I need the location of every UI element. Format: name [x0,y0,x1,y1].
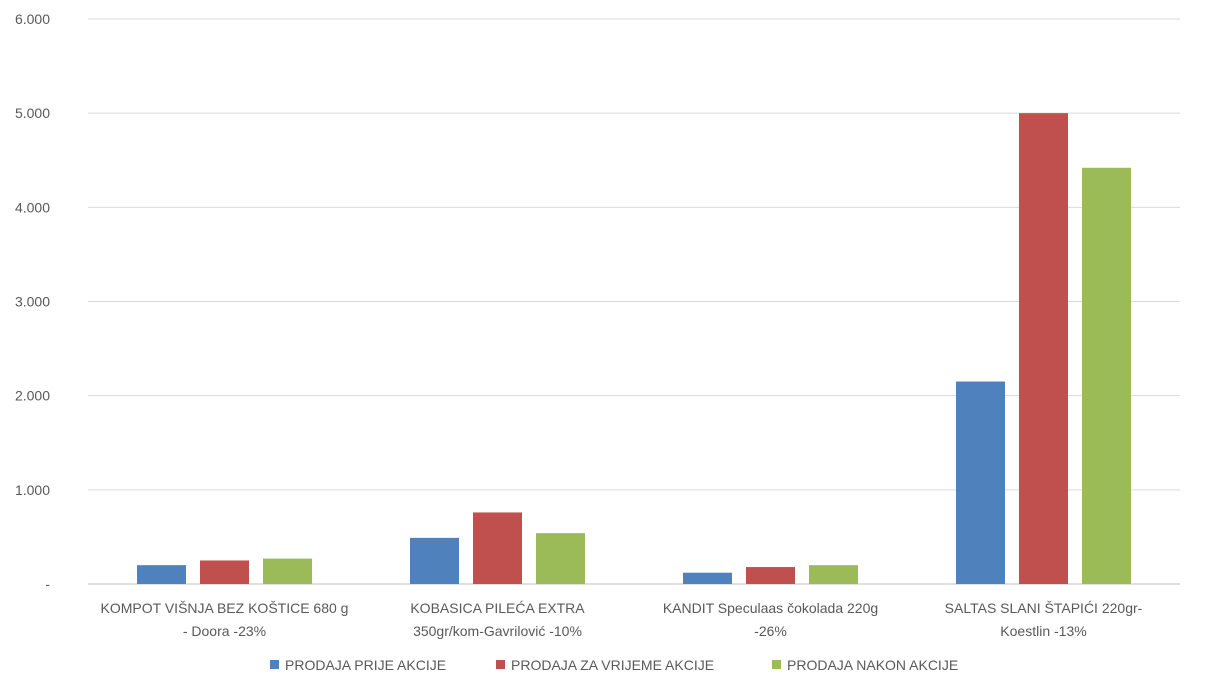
y-tick-label: 6.000 [15,11,50,27]
y-tick-label: 3.000 [15,294,50,310]
bar-2-3 [746,567,795,584]
y-tick-label: - [45,576,50,592]
y-tick-label: 5.000 [15,105,50,121]
bar-2-2 [473,512,522,584]
y-tick-label: 2.000 [15,388,50,404]
legend-swatch [772,660,781,669]
bar-3-4 [1082,167,1131,585]
legend-label: PRODAJA NAKON AKCIJE [787,657,958,673]
y-tick-label: 4.000 [15,199,50,215]
bar-3-2 [536,533,585,584]
legend-swatch [496,660,505,669]
x-tick-label: SALTAS SLANI ŠTAPIĆI 220gr- [945,600,1143,616]
x-tick-label: KOBASICA PILEĆA EXTRA [410,600,585,616]
x-tick-label: -26% [754,623,787,639]
y-tick-label: 1.000 [15,482,50,498]
legend-label: PRODAJA ZA VRIJEME AKCIJE [511,657,714,673]
legend-label: PRODAJA PRIJE AKCIJE [285,657,446,673]
bar-2-1 [200,560,249,584]
x-tick-label: - Doora -23% [183,623,266,639]
bar-3-3 [809,565,858,584]
legend-swatch [270,660,279,669]
bar-1-2 [410,537,459,584]
x-tick-label: 350gr/kom-Gavrilović -10% [413,623,582,639]
bar-1-4 [956,381,1005,584]
bar-1-3 [683,572,732,584]
x-tick-label: KANDIT Speculaas čokolada 220g [663,600,878,616]
bar-3-1 [263,558,312,584]
x-tick-label: Koestlin -13% [1000,623,1086,639]
bar-2-4 [1019,113,1068,585]
x-tick-label: KOMPOT VIŠNJA BEZ KOŠTICE 680 g [101,600,349,616]
bar-1-1 [137,565,186,584]
